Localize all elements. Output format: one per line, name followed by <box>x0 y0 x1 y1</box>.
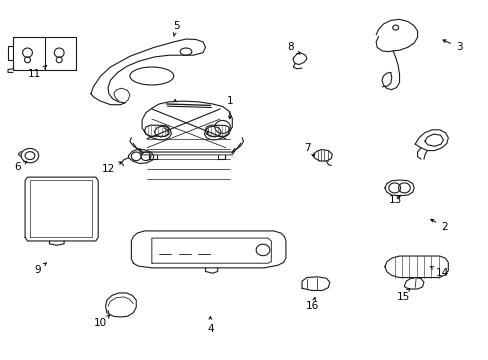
Text: 14: 14 <box>429 266 447 278</box>
Text: 2: 2 <box>430 220 447 231</box>
Text: 12: 12 <box>101 162 122 174</box>
Text: 3: 3 <box>442 40 462 52</box>
Text: 6: 6 <box>15 161 27 172</box>
Text: 1: 1 <box>226 96 233 119</box>
Text: 5: 5 <box>173 21 179 36</box>
Text: 7: 7 <box>304 143 314 156</box>
Text: 4: 4 <box>206 316 213 334</box>
Text: 13: 13 <box>388 195 402 205</box>
Text: 8: 8 <box>287 42 299 54</box>
Text: 9: 9 <box>34 263 46 275</box>
Text: 16: 16 <box>305 297 319 311</box>
Text: 10: 10 <box>94 315 109 328</box>
Text: 15: 15 <box>396 288 409 302</box>
Text: 11: 11 <box>28 66 46 79</box>
